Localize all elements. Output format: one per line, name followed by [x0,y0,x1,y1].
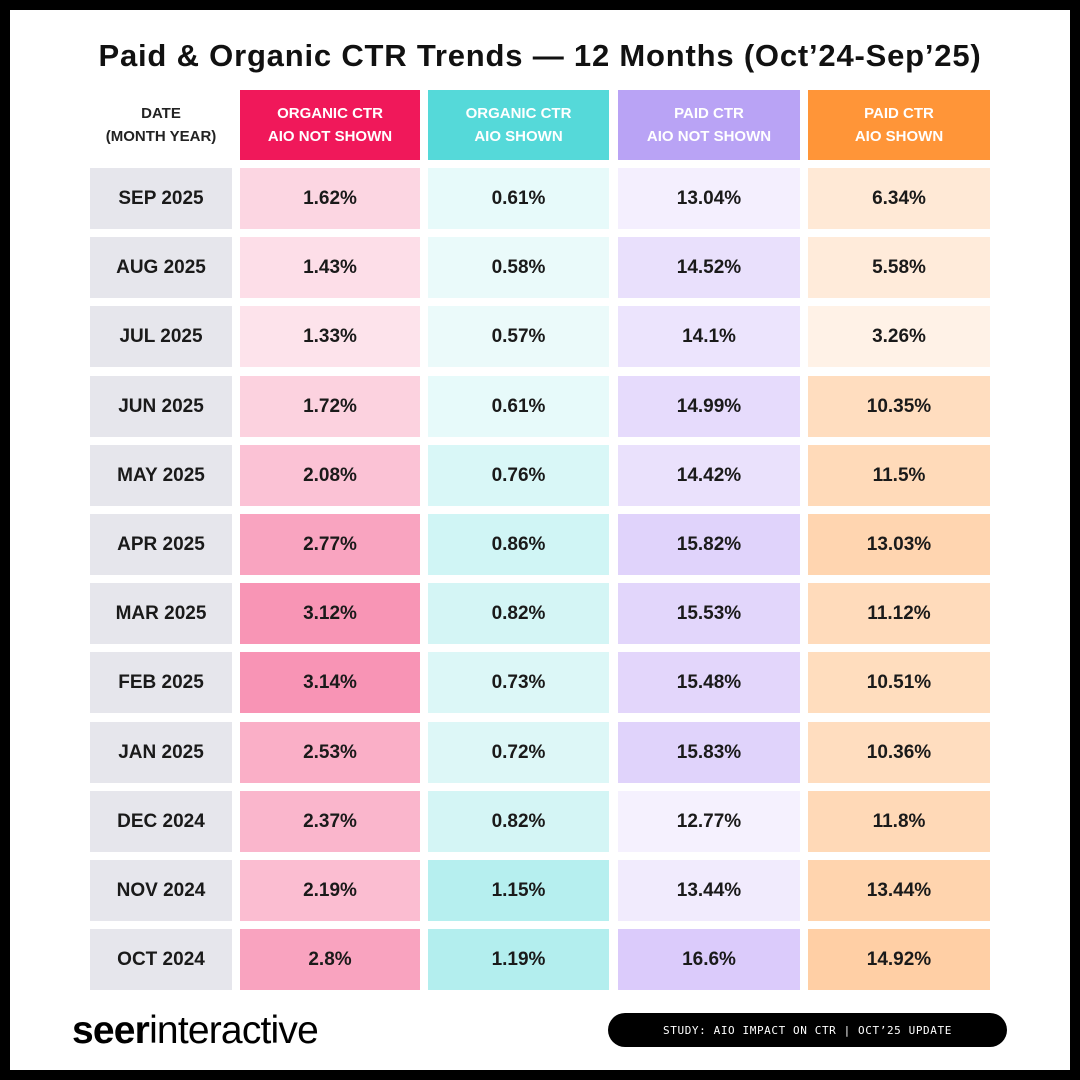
header-paid-not-shown-line1: PAID CTR [674,105,744,122]
ctr-value-cell-paid-not-shown: 15.83% [618,722,800,783]
ctr-value-cell-organic-not-shown: 1.72% [240,376,420,437]
ctr-value-cell-organic-not-shown: 2.08% [240,445,420,506]
header-date: DATE (MONTH YEAR) [90,90,232,160]
header-organic-not-shown-line1: ORGANIC CTR [277,105,383,122]
brand-logo-regular: interactive [149,1009,319,1052]
ctr-value-cell-organic-not-shown: 2.77% [240,514,420,575]
ctr-value-cell-paid-not-shown: 15.82% [618,514,800,575]
header-paid-not-shown-line2: AIO NOT SHOWN [646,128,772,145]
ctr-value-cell-paid-not-shown: 15.48% [618,652,800,713]
ctr-value-cell-organic-shown: 0.57% [428,306,609,367]
row-date-cell: APR 2025 [90,514,232,575]
header-paid-shown: PAID CTR AIO SHOWN [808,90,990,160]
row-date-cell: MAY 2025 [90,445,232,506]
ctr-value-cell-organic-shown: 0.82% [428,583,609,644]
ctr-value-cell-organic-shown: 0.72% [428,722,609,783]
ctr-value-cell-organic-shown: 1.15% [428,860,609,921]
ctr-value-cell-paid-shown: 10.35% [808,376,990,437]
ctr-value-cell-organic-shown: 0.61% [428,376,609,437]
ctr-value-cell-paid-shown: 11.12% [808,583,990,644]
ctr-value-cell-organic-shown: 1.19% [428,929,609,990]
row-date-cell: AUG 2025 [90,237,232,298]
row-date-cell: JAN 2025 [90,722,232,783]
header-date-line2: (MONTH YEAR) [105,128,217,145]
ctr-value-cell-paid-not-shown: 14.52% [618,237,800,298]
row-date-cell: DEC 2024 [90,791,232,852]
header-paid-not-shown: PAID CTR AIO NOT SHOWN [618,90,800,160]
row-date-cell: FEB 2025 [90,652,232,713]
ctr-value-cell-organic-shown: 0.82% [428,791,609,852]
row-date-cell: MAR 2025 [90,583,232,644]
header-organic-shown-line1: ORGANIC CTR [465,105,572,122]
ctr-value-cell-organic-not-shown: 1.33% [240,306,420,367]
brand-logo-bold: seer [72,1009,150,1052]
ctr-value-cell-organic-shown: 0.76% [428,445,609,506]
ctr-value-cell-organic-not-shown: 1.62% [240,168,420,229]
row-date-cell: OCT 2024 [90,929,232,990]
ctr-value-cell-paid-shown: 5.58% [808,237,990,298]
row-date-cell: JUL 2025 [90,306,232,367]
ctr-value-cell-paid-shown: 10.36% [808,722,990,783]
header-organic-not-shown: ORGANIC CTR AIO NOT SHOWN [240,90,420,160]
header-organic-shown: ORGANIC CTR AIO SHOWN [428,90,609,160]
ctr-value-cell-organic-not-shown: 1.43% [240,237,420,298]
ctr-value-cell-organic-shown: 0.73% [428,652,609,713]
ctr-value-cell-paid-shown: 6.34% [808,168,990,229]
row-date-cell: SEP 2025 [90,168,232,229]
ctr-value-cell-paid-not-shown: 15.53% [618,583,800,644]
header-organic-not-shown-line2: AIO NOT SHOWN [267,128,393,145]
ctr-value-cell-paid-not-shown: 14.1% [618,306,800,367]
page-title: Paid & Organic CTR Trends — 12 Months (O… [98,38,982,73]
ctr-value-cell-organic-not-shown: 3.14% [240,652,420,713]
ctr-value-cell-paid-not-shown: 16.6% [618,929,800,990]
ctr-value-cell-organic-shown: 0.61% [428,168,609,229]
ctr-value-cell-organic-not-shown: 2.8% [240,929,420,990]
ctr-value-cell-paid-not-shown: 13.04% [618,168,800,229]
ctr-value-cell-paid-not-shown: 14.42% [618,445,800,506]
ctr-value-cell-paid-shown: 10.51% [808,652,990,713]
ctr-value-cell-organic-not-shown: 2.37% [240,791,420,852]
header-paid-shown-line1: PAID CTR [864,105,934,122]
ctr-value-cell-paid-shown: 11.8% [808,791,990,852]
ctr-value-cell-paid-shown: 13.44% [808,860,990,921]
ctr-value-cell-paid-shown: 3.26% [808,306,990,367]
ctr-value-cell-organic-shown: 0.86% [428,514,609,575]
row-date-cell: JUN 2025 [90,376,232,437]
header-paid-shown-line2: AIO SHOWN [854,128,944,145]
ctr-value-cell-paid-not-shown: 13.44% [618,860,800,921]
ctr-value-cell-paid-shown: 14.92% [808,929,990,990]
ctr-value-cell-organic-not-shown: 2.19% [240,860,420,921]
ctr-value-cell-paid-shown: 13.03% [808,514,990,575]
ctr-value-cell-paid-shown: 11.5% [808,445,990,506]
ctr-value-cell-paid-not-shown: 12.77% [618,791,800,852]
header-organic-shown-line2: AIO SHOWN [474,128,563,145]
row-date-cell: NOV 2024 [90,860,232,921]
ctr-value-cell-organic-shown: 0.58% [428,237,609,298]
ctr-value-cell-paid-not-shown: 14.99% [618,376,800,437]
header-date-line1: DATE [141,105,181,122]
brand-logo: seerinteractive [72,1006,319,1056]
study-badge: STUDY: AIO IMPACT ON CTR | OCT’25 UPDATE [608,1013,1007,1047]
ctr-value-cell-organic-not-shown: 2.53% [240,722,420,783]
ctr-value-cell-organic-not-shown: 3.12% [240,583,420,644]
